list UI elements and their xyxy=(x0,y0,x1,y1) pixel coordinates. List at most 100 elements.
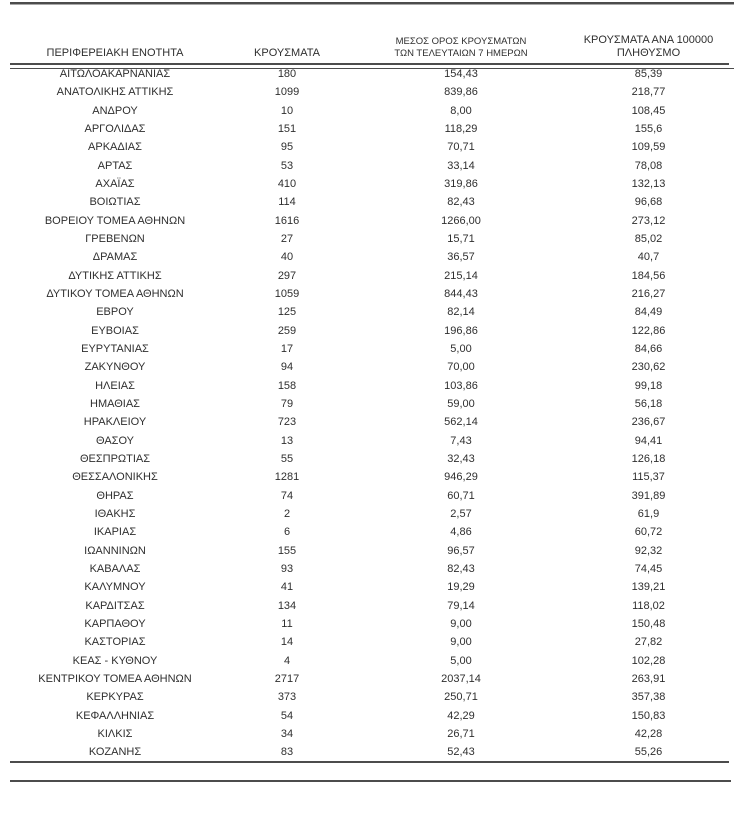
region-cell: ΚΑΒΑΛΑΣ xyxy=(89,563,141,576)
cases-cell: 40 xyxy=(280,251,294,264)
cases-cell: 114 xyxy=(278,196,296,209)
region-cell: ΕΥΡΥΤΑΝΙΑΣ xyxy=(81,343,149,356)
cases-cell: 180 xyxy=(277,68,297,81)
per100k-cell: 102,28 xyxy=(631,654,666,667)
region-cell: ΚΙΛΚΙΣ xyxy=(97,727,133,740)
table-row: ΒΟΡΕΙΟΥ ΤΟΜΕΑ ΑΘΗΝΩΝ 1616 1266,00 273,12 xyxy=(10,212,729,230)
table-row: ΑΡΤΑΣ 53 33,14 78,08 xyxy=(10,157,729,175)
table-row: ΚΑΣΤΟΡΙΑΣ 14 9,00 27,82 xyxy=(10,633,729,651)
region-cell: ΚΕΦΑΛΛΗΝΙΑΣ xyxy=(75,709,155,722)
per100k-cell: 78,08 xyxy=(634,159,663,172)
table-row: ΚΕΑΣ - ΚΥΘΝΟΥ 4 5,00 102,28 xyxy=(10,652,729,670)
avg7days-cell: 844,43 xyxy=(444,288,478,301)
table-body: ΑΙΤΩΛΟΑΚΑΡΝΑΝΙΑΣ 180 154,43 85,39 ΑΝΑΤΟΛΙΚΗΣ… xyxy=(10,64,729,762)
avg7days-cell: 839,86 xyxy=(444,86,478,99)
avg7days-cell: 70,71 xyxy=(447,141,475,154)
region-cell: ΗΡΑΚΛΕΙΟΥ xyxy=(83,416,147,429)
region-cell: ΚΑΛΥΜΝΟΥ xyxy=(84,581,146,594)
avg7days-cell: 96,57 xyxy=(447,544,475,557)
cases-cell: 151 xyxy=(277,123,297,136)
cases-cell: 79 xyxy=(280,398,294,411)
region-cell: ΕΒΡΟΥ xyxy=(96,306,134,319)
table-row: ΔΥΤΙΚΗΣ ΑΤΤΙΚΗΣ 297 215,14 184,56 xyxy=(10,267,729,285)
per100k-cell: 94,41 xyxy=(634,434,663,447)
per100k-cell: 115,37 xyxy=(632,471,665,484)
region-cell: ΑΧΑΪΑΣ xyxy=(95,178,135,191)
avg7days-cell: 79,14 xyxy=(447,599,475,612)
per100k-cell: 126,18 xyxy=(631,453,666,466)
region-cell: ΖΑΚΥΝΘΟΥ xyxy=(84,361,146,374)
avg7days-cell: 319,86 xyxy=(444,178,478,191)
per100k-cell: 132,13 xyxy=(631,178,666,191)
region-cell: ΔΥΤΙΚΗΣ ΑΤΤΙΚΗΣ xyxy=(68,269,162,282)
region-cell: ΚΕΡΚΥΡΑΣ xyxy=(86,691,144,704)
bottom-rule xyxy=(10,780,731,782)
region-cell: ΗΛΕΙΑΣ xyxy=(95,379,135,392)
avg7days-cell: 118,29 xyxy=(444,123,478,136)
per100k-cell: 218,77 xyxy=(631,86,666,99)
table-row: ΚΕΡΚΥΡΑΣ 373 250,71 357,38 xyxy=(10,688,729,706)
region-cell: ΑΝΑΤΟΛΙΚΗΣ ΑΤΤΙΚΗΣ xyxy=(56,86,174,99)
region-cell: ΚΕΝΤΡΙΚΟΥ ΤΟΜΕΑ ΑΘΗΝΩΝ xyxy=(38,672,192,685)
header-underline-thin-rule xyxy=(10,68,734,69)
avg7days-cell: 2,57 xyxy=(450,508,472,521)
cases-cell: 297 xyxy=(277,269,297,282)
cases-cell: 10 xyxy=(280,104,294,117)
col-header-region: ΠΕΡΙΦΕΡΕΙΑΚΗ ΕΝΟΤΗΤΑ xyxy=(10,18,220,65)
table-row: ΗΛΕΙΑΣ 158 103,86 99,18 xyxy=(10,377,729,395)
cases-cell: 410 xyxy=(277,178,297,191)
region-cell: ΚΕΑΣ - ΚΥΘΝΟΥ xyxy=(72,654,158,667)
table-row: ΑΝΔΡΟΥ 10 8,00 108,45 xyxy=(10,102,729,120)
avg7days-cell: 15,71 xyxy=(447,233,475,246)
table-row: ΗΜΑΘΙΑΣ 79 59,00 56,18 xyxy=(10,395,729,413)
per100k-cell: 60,72 xyxy=(634,526,663,539)
avg7days-cell: 33,14 xyxy=(447,159,475,172)
table-row: ΕΥΡΥΤΑΝΙΑΣ 17 5,00 84,66 xyxy=(10,340,729,358)
region-cell: ΑΙΤΩΛΟΑΚΑΡΝΑΝΙΑΣ xyxy=(59,68,171,81)
per100k-cell: 184,56 xyxy=(631,269,666,282)
avg7days-cell: 1266,00 xyxy=(441,214,481,227)
col-header-per100k-line2: ΠΛΗΘΥΣΜΟ xyxy=(616,47,681,59)
region-cell: ΘΕΣΣΑΛΟΝΙΚΗΣ xyxy=(72,471,158,484)
per100k-cell: 139,21 xyxy=(631,581,666,594)
avg7days-cell: 52,43 xyxy=(447,746,475,759)
per100k-cell: 96,68 xyxy=(634,196,663,209)
avg7days-cell: 70,00 xyxy=(447,361,475,374)
cases-cell: 155 xyxy=(277,544,297,557)
avg7days-cell: 250,71 xyxy=(444,691,478,704)
avg7days-cell: 82,14 xyxy=(447,306,475,319)
avg7days-cell: 26,71 xyxy=(447,727,475,740)
cases-cell: 6 xyxy=(283,526,291,539)
cases-cell: 53 xyxy=(280,159,294,172)
table-row: ΑΝΑΤΟΛΙΚΗΣ ΑΤΤΙΚΗΣ 1099 839,86 218,77 xyxy=(10,83,729,101)
table-row: ΔΥΤΙΚΟΥ ΤΟΜΕΑ ΑΘΗΝΩΝ 1059 844,43 216,27 xyxy=(10,285,729,303)
table-row: ΑΡΓΟΛΙΔΑΣ 151 118,29 155,6 xyxy=(10,120,729,138)
cases-cell: 373 xyxy=(277,691,297,704)
per100k-cell: 56,18 xyxy=(634,398,663,411)
avg7days-cell: 19,29 xyxy=(447,581,475,594)
cases-cell: 158 xyxy=(277,379,297,392)
region-cell: ΔΡΑΜΑΣ xyxy=(92,251,138,264)
per100k-cell: 391,89 xyxy=(631,489,666,502)
per100k-cell: 122,86 xyxy=(631,324,666,337)
avg7days-cell: 562,14 xyxy=(444,416,478,429)
table-row: ΚΑΒΑΛΑΣ 93 82,43 74,45 xyxy=(10,560,729,578)
table-row: ΚΟΖΑΝΗΣ 83 52,43 55,26 xyxy=(10,743,729,762)
region-cell: ΔΥΤΙΚΟΥ ΤΟΜΕΑ ΑΘΗΝΩΝ xyxy=(46,288,184,301)
per100k-cell: 216,27 xyxy=(631,288,666,301)
table-row: ΑΙΤΩΛΟΑΚΑΡΝΑΝΙΑΣ 180 154,43 85,39 xyxy=(10,64,729,83)
region-cell: ΙΚΑΡΙΑΣ xyxy=(93,526,137,539)
region-cell: ΑΡΚΑΔΙΑΣ xyxy=(88,141,142,154)
cases-cell: 83 xyxy=(280,746,294,759)
col-header-per100k-line1: ΚΡΟΥΣΜΑΤΑ ΑΝΑ 100000 xyxy=(583,34,714,46)
cases-cell: 27 xyxy=(280,233,294,246)
cases-cell: 41 xyxy=(280,581,294,594)
table-row: ΑΡΚΑΔΙΑΣ 95 70,71 109,59 xyxy=(10,138,729,156)
avg7days-cell: 196,86 xyxy=(444,324,478,337)
region-cell: ΕΥΒΟΙΑΣ xyxy=(91,324,139,337)
cases-cell: 34 xyxy=(280,727,294,740)
region-cell: ΚΑΡΠΑΘΟΥ xyxy=(84,618,146,630)
per100k-cell: 150,48 xyxy=(631,618,666,630)
col-header-cases: ΚΡΟΥΣΜΑΤΑ xyxy=(220,18,354,65)
